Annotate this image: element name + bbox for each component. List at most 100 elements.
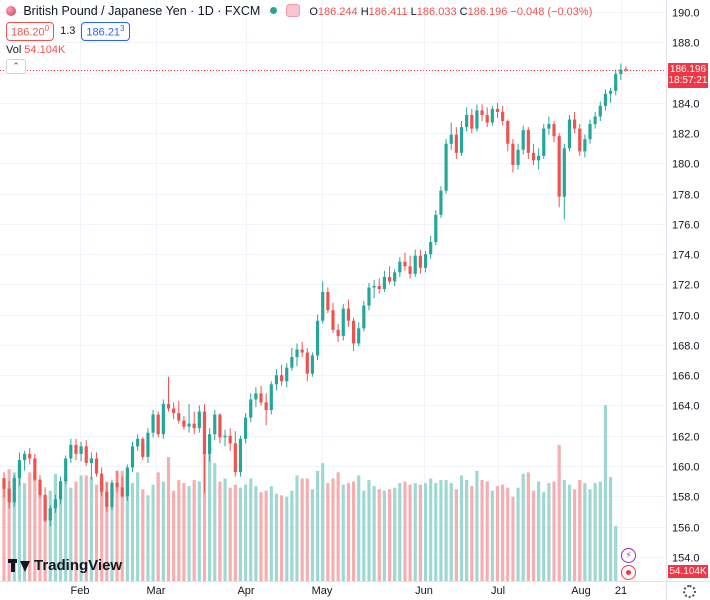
candle-body — [454, 134, 458, 153]
volume-bar — [130, 483, 135, 581]
candle-body — [413, 255, 417, 274]
volume-bar — [362, 490, 366, 581]
symbol-title[interactable]: British Pound / Japanese Yen · 1D · FXCM — [23, 4, 261, 18]
volume-legend[interactable]: Vol 54.104K — [6, 44, 65, 56]
candle-body — [279, 375, 284, 382]
candle-body — [408, 266, 412, 274]
volume-bar — [22, 483, 27, 581]
candle-body — [341, 308, 345, 336]
candle-body — [48, 508, 52, 521]
volume-bar — [480, 480, 484, 581]
candle-body — [151, 414, 155, 433]
flash-icon[interactable]: ⚡ — [621, 548, 636, 563]
candle-body — [537, 155, 541, 161]
ohlc-values: O186.244 H186.411 L186.033 C186.196 −0.0… — [309, 6, 592, 18]
gear-icon[interactable] — [683, 585, 696, 598]
volume-bar — [429, 478, 433, 581]
candle-body — [120, 487, 124, 497]
candle-body — [161, 403, 165, 435]
volume-bar — [434, 483, 438, 581]
candle-body — [105, 491, 109, 507]
y-tick-label: 180.0 — [672, 159, 700, 171]
candle-body — [172, 408, 176, 414]
candle-body — [346, 308, 351, 321]
y-tick-label: 162.0 — [672, 432, 700, 444]
candle-body — [166, 403, 171, 409]
candle-body — [583, 139, 587, 152]
candle-body — [274, 375, 279, 385]
candle-body — [403, 261, 407, 267]
candle-body — [197, 411, 201, 429]
volume-bar — [48, 490, 52, 581]
volume-bar — [511, 496, 515, 581]
volume-axis-tag: 54.104K — [668, 565, 708, 578]
volume-bar — [136, 472, 140, 581]
candle-body — [547, 124, 551, 129]
candle-body — [465, 114, 469, 128]
volume-bar — [583, 483, 587, 581]
candle-body — [28, 453, 32, 459]
volume-bar — [17, 467, 22, 581]
volume-bar — [38, 484, 42, 581]
candle-body — [89, 458, 93, 463]
event-marker-icon[interactable] — [621, 565, 636, 580]
candle-body — [33, 458, 37, 480]
logo-text: TradingView — [34, 557, 123, 574]
close-label: C — [459, 6, 468, 18]
y-tick-label: 160.0 — [672, 462, 700, 474]
candle-body — [434, 214, 438, 243]
candle-body — [192, 423, 196, 429]
hide-eye-icon[interactable] — [285, 4, 300, 17]
x-tick-label: Mar — [147, 585, 166, 597]
buy-button[interactable]: 186.213 — [81, 22, 130, 41]
candle-body — [74, 444, 78, 454]
sell-button[interactable]: 186.200 — [6, 22, 55, 41]
y-tick-label: 164.0 — [672, 401, 700, 413]
candle-body — [439, 190, 443, 215]
volume-bar — [141, 489, 145, 581]
candle-body — [449, 134, 453, 144]
symbol-legend: British Pound / Japanese Yen · 1D · FXCM… — [6, 4, 592, 18]
candle-body — [362, 305, 366, 329]
volume-bar — [228, 487, 232, 581]
collapse-legend-button[interactable]: ⌃ — [6, 59, 26, 74]
candle-body — [58, 481, 63, 500]
volume-bar — [172, 490, 176, 581]
candle-body — [598, 105, 602, 117]
candle-body — [136, 438, 140, 447]
volume-bar — [423, 483, 428, 581]
change-value: −0.048 (−0.03%) — [510, 6, 593, 18]
candle-body — [387, 276, 392, 282]
candle-body — [84, 446, 88, 463]
y-tick-label: 158.0 — [672, 492, 700, 504]
candle-body — [331, 310, 335, 330]
candle-body — [228, 435, 232, 444]
candle-body — [2, 478, 6, 489]
candle-body — [79, 446, 83, 454]
candle-body — [506, 121, 510, 144]
volume-bar — [372, 486, 376, 581]
candle-body — [259, 393, 263, 403]
candle-body — [182, 420, 186, 427]
y-tick-label: 168.0 — [672, 341, 700, 353]
tradingview-logo[interactable]: TradingView — [8, 557, 122, 574]
candle-body — [300, 349, 304, 353]
candle-body — [552, 124, 556, 137]
last-price-tag: 186.196 18:57:21 — [668, 62, 708, 88]
candle-body — [156, 414, 160, 435]
high-value: 186.411 — [368, 6, 408, 18]
buy-price-superscript: 3 — [120, 24, 125, 33]
candle-body — [141, 438, 145, 457]
volume-bar — [233, 484, 237, 581]
low-value: 186.033 — [416, 6, 457, 18]
candle-body — [372, 285, 376, 288]
volume-bar — [377, 489, 381, 581]
volume-bar — [470, 486, 474, 581]
volume-bar — [351, 481, 356, 581]
candle-body — [94, 458, 99, 474]
volume-bar — [398, 483, 402, 581]
volume-bar — [603, 405, 608, 581]
volume-bar — [485, 481, 489, 581]
candle-body — [542, 128, 546, 156]
